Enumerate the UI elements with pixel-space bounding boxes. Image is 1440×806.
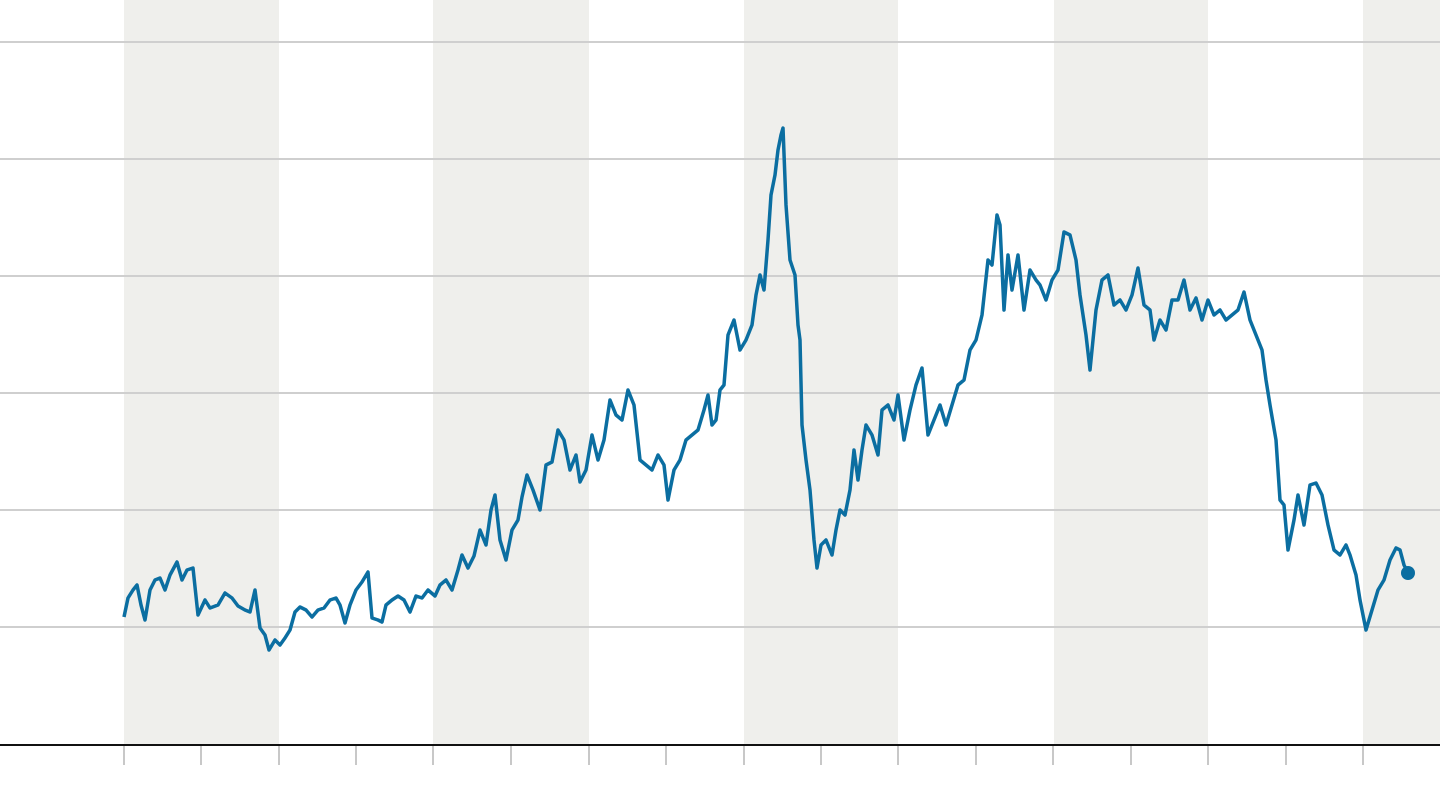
data-line [122,126,1410,652]
shaded-band [433,0,589,745]
shaded-band [1054,0,1208,745]
shaded-band [744,0,898,745]
shaded-band [1363,0,1440,745]
end-point [1401,566,1415,580]
shaded-band [124,0,279,745]
